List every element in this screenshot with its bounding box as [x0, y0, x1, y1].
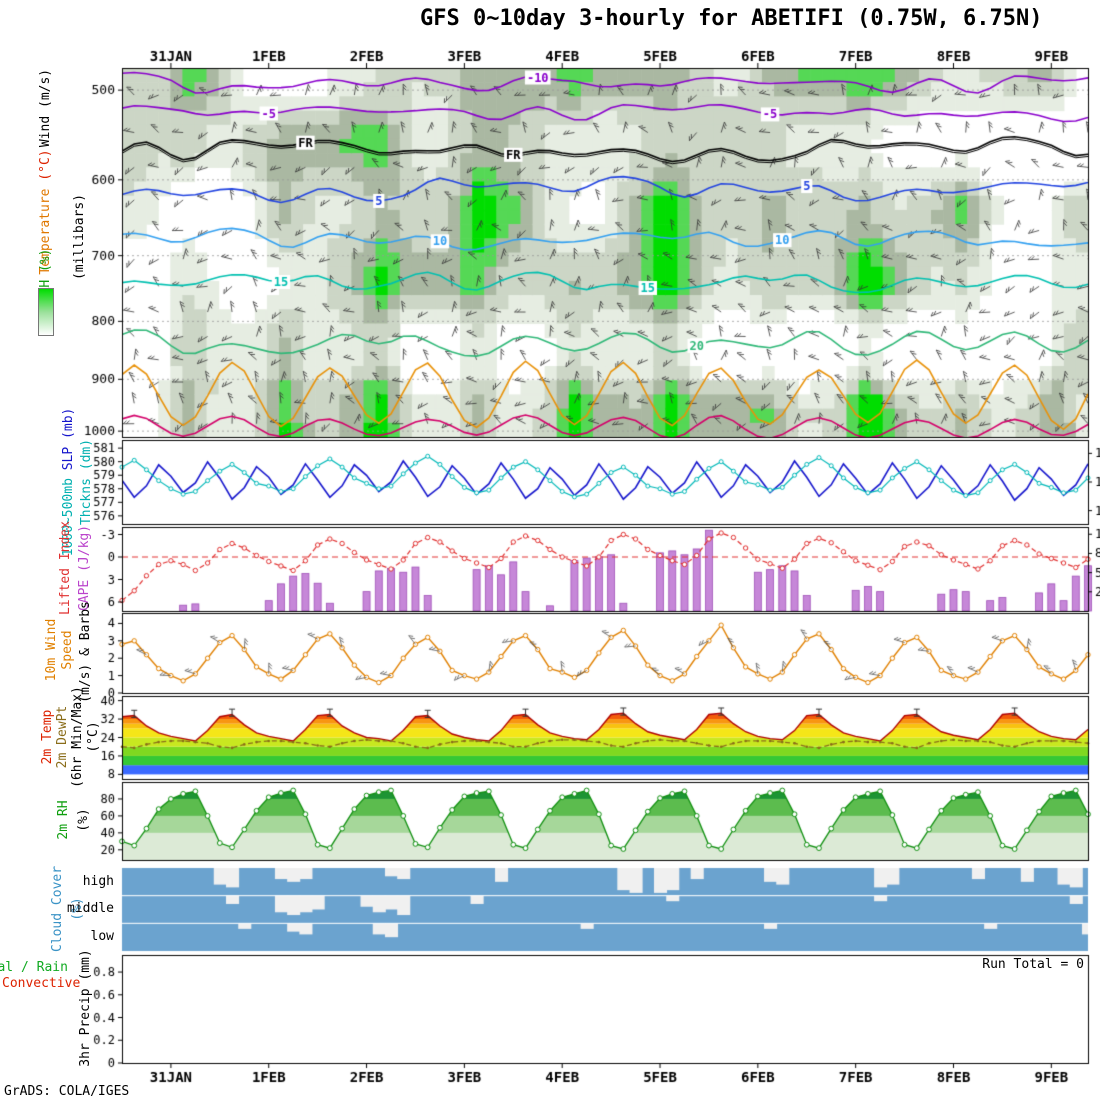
grads-credit: GrADS: COLA/IGES — [4, 1084, 130, 1099]
chart-title: GFS 0~10day 3-hourly for ABETIFI (0.75W,… — [420, 6, 1043, 31]
rh-colorbar — [38, 288, 54, 336]
run-total-label: Run Total = 0 — [982, 957, 1084, 972]
convective-label: Convective — [2, 976, 81, 991]
cloud-row-high-label: high — [82, 874, 114, 889]
total-rain-label: Total / Rain — [0, 960, 68, 975]
cloud-row-middle-label: middle — [67, 901, 114, 916]
cloud-row-low-label: low — [90, 929, 114, 944]
